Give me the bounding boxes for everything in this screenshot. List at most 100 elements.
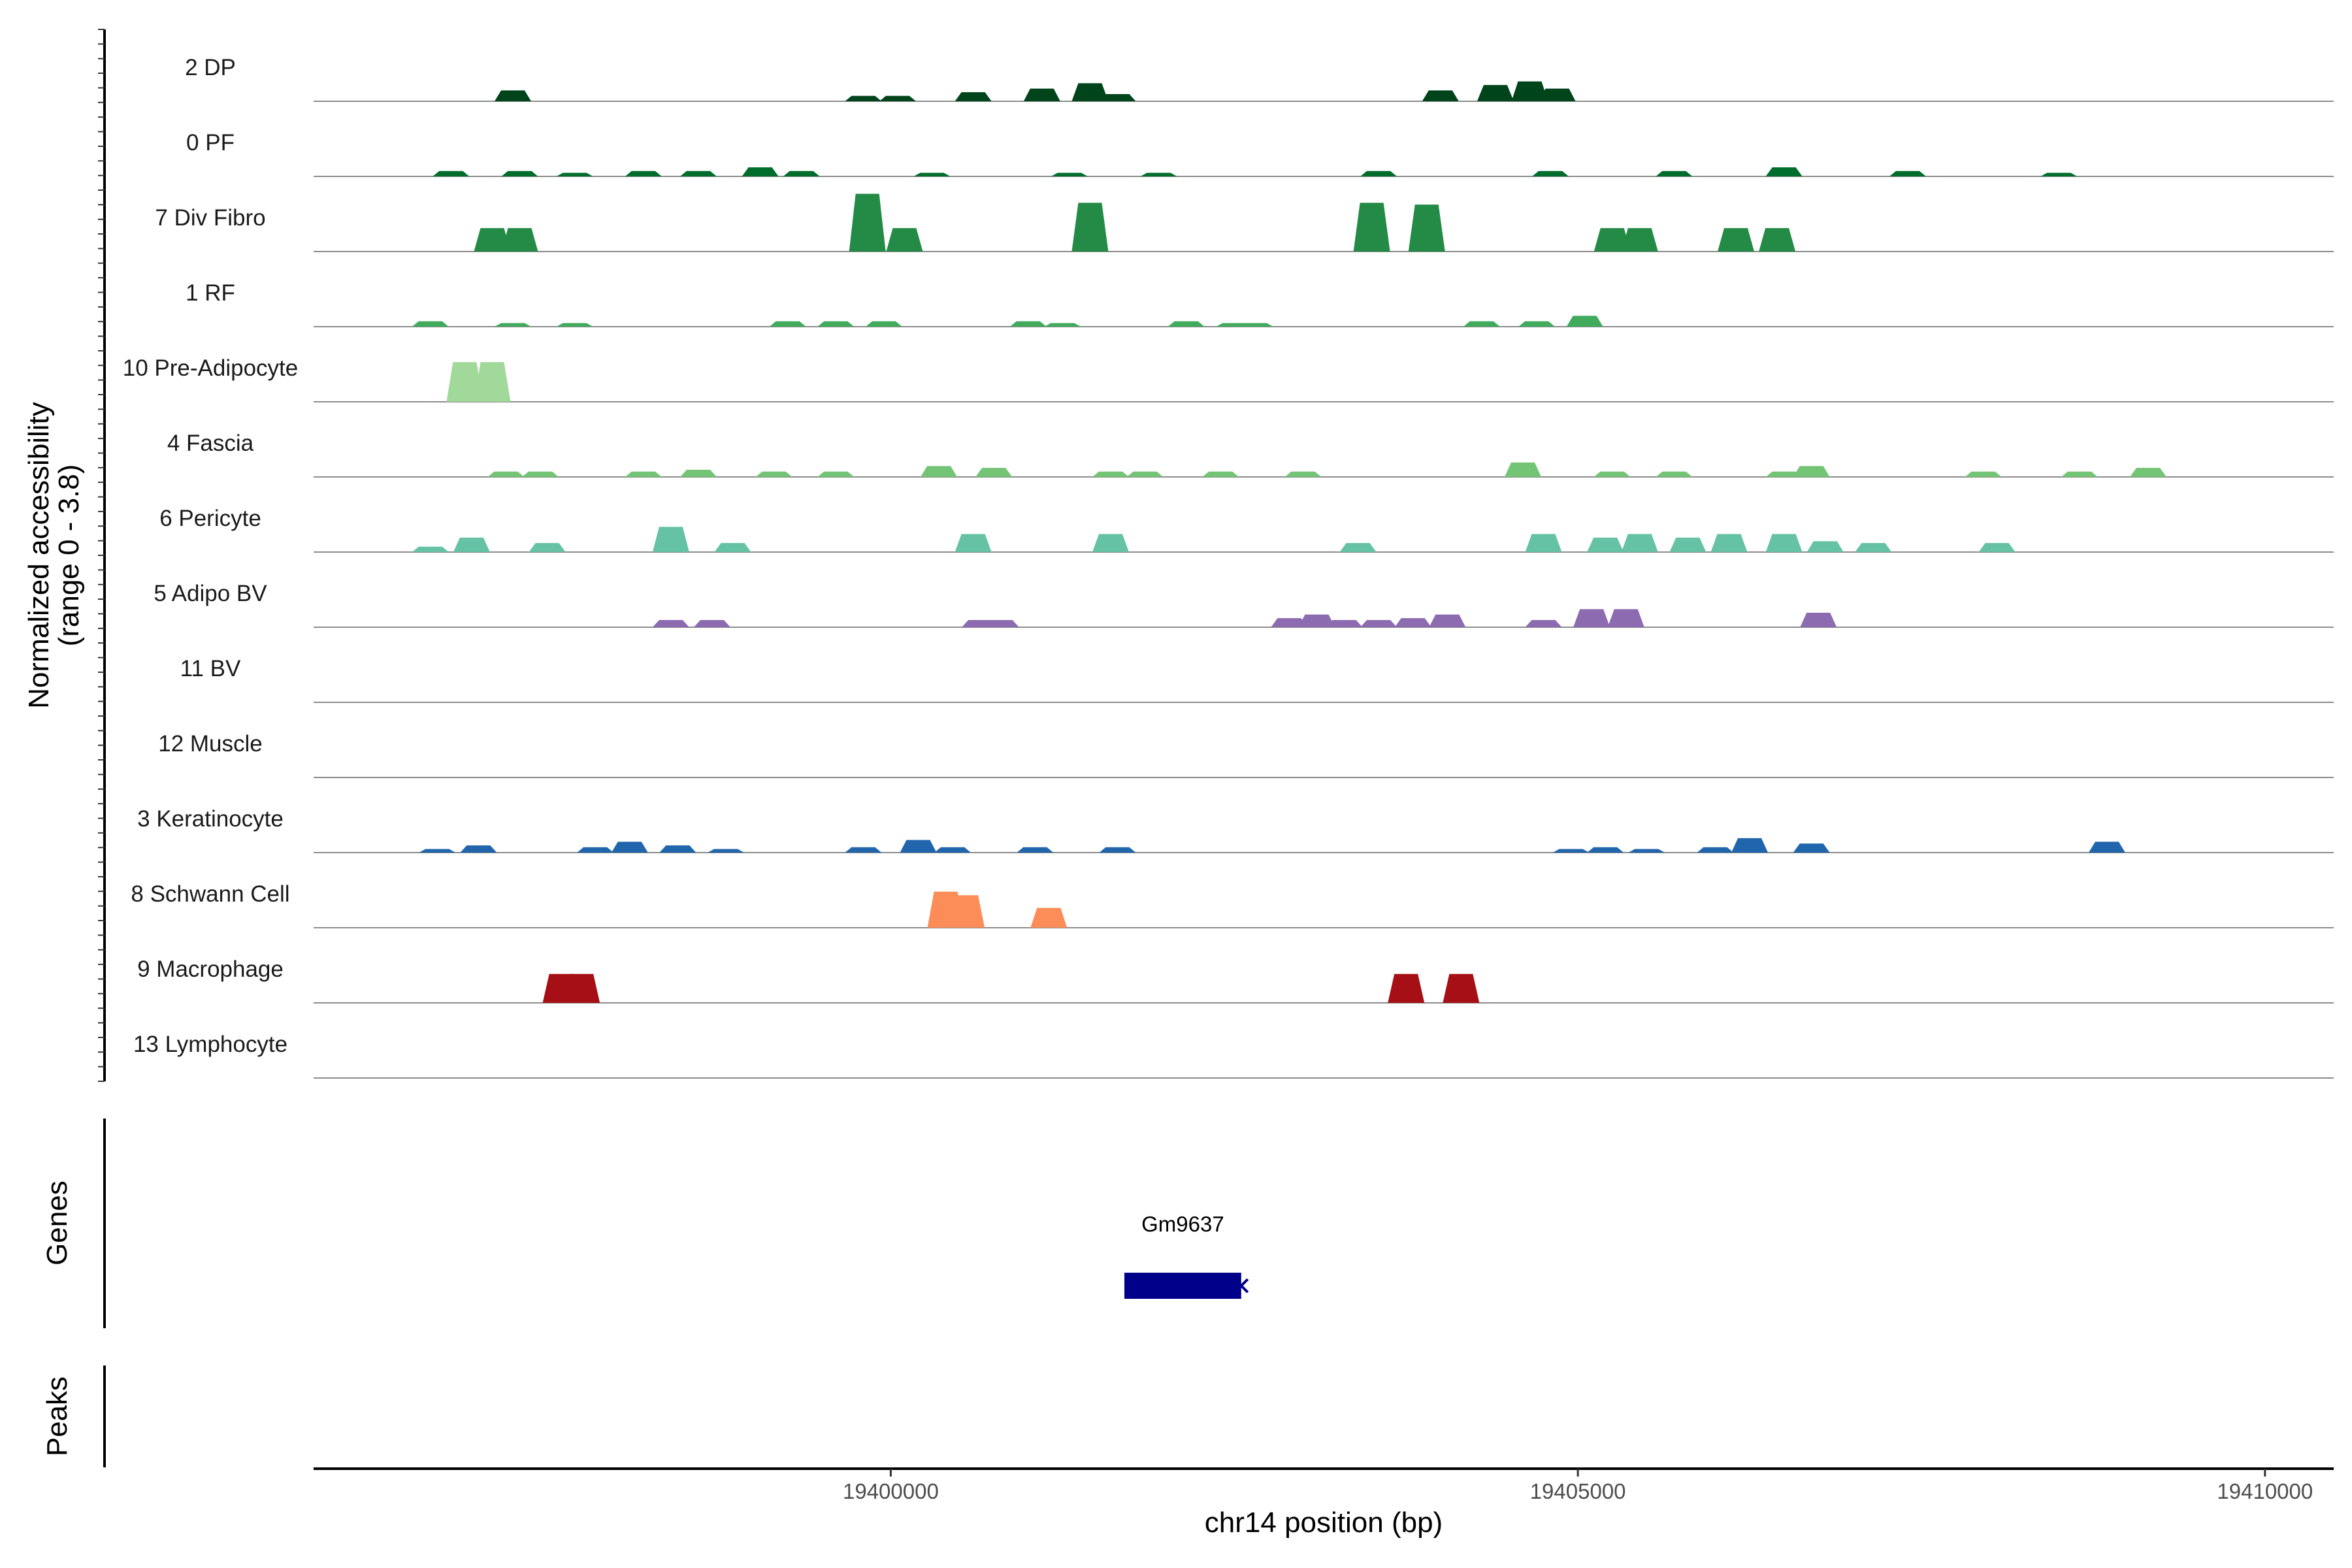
track-label: 6 Pericyte	[159, 506, 261, 531]
accessibility-peak	[1765, 534, 1803, 552]
accessibility-peak	[742, 167, 779, 176]
track: 11 BV	[180, 656, 2334, 703]
accessibility-peak	[1360, 171, 1397, 176]
accessibility-peak	[1573, 609, 1610, 627]
accessibility-peak	[1628, 849, 1665, 853]
accessibility-peak	[817, 471, 855, 477]
accessibility-peak	[1525, 619, 1562, 627]
accessibility-peak	[755, 471, 792, 477]
accessibility-peak	[1669, 537, 1707, 552]
gene-body	[1124, 1273, 1241, 1299]
accessibility-peak	[412, 546, 449, 552]
accessibility-peak	[921, 466, 958, 477]
accessibility-peak	[900, 840, 937, 853]
track-label: 5 Adipo BV	[154, 581, 267, 606]
accessibility-peak	[2088, 841, 2125, 853]
track: 3 Keratinocyte	[137, 806, 2334, 853]
accessibility-peak	[1360, 619, 1397, 627]
accessibility-peak	[845, 847, 882, 853]
accessibility-peak	[1593, 228, 1631, 252]
track-label: 13 Lymphocyte	[133, 1032, 287, 1057]
accessibility-peak	[1429, 614, 1466, 627]
accessibility-peak	[1017, 847, 1054, 853]
y-axis-title-line1: Normalized accessibility	[23, 402, 55, 708]
accessibility-peak	[879, 95, 916, 101]
accessibility-peak	[1800, 612, 1837, 627]
accessibility-peak	[501, 228, 538, 252]
accessibility-peak	[1388, 973, 1425, 1003]
accessibility-peak	[1140, 172, 1177, 176]
accessibility-peak	[1593, 471, 1631, 477]
accessibility-peak	[1071, 83, 1109, 101]
accessibility-peak	[1806, 541, 1844, 552]
accessibility-peak	[1030, 907, 1068, 928]
accessibility-peak	[433, 171, 470, 176]
accessibility-peak	[714, 543, 751, 552]
accessibility-peak	[1525, 534, 1562, 552]
accessibility-peak	[625, 171, 662, 176]
accessibility-peak	[563, 973, 600, 1003]
track-label: 1 RF	[186, 280, 235, 306]
accessibility-peak	[1463, 321, 1500, 327]
accessibility-peak	[1092, 534, 1129, 552]
accessibility-peak	[1539, 88, 1576, 101]
accessibility-peak	[1044, 323, 1081, 327]
accessibility-peak	[948, 895, 985, 928]
accessibility-peak	[849, 193, 886, 252]
accessibility-peak	[494, 323, 531, 327]
track: 7 Div Fibro	[155, 193, 2334, 252]
track: 1 RF	[186, 280, 2334, 327]
accessibility-peak	[693, 619, 730, 627]
accessibility-peak	[474, 362, 511, 402]
accessibility-peak	[625, 471, 662, 477]
accessibility-peak	[652, 619, 689, 627]
accessibility-peak	[934, 847, 972, 853]
accessibility-peak	[1284, 471, 1322, 477]
accessibility-peak	[1099, 93, 1136, 101]
accessibility-peak	[1710, 534, 1748, 552]
accessibility-peak	[1099, 847, 1136, 853]
track: 9 Macrophage	[137, 956, 2334, 1004]
track-label: 0 PF	[186, 130, 235, 155]
accessibility-peak	[1587, 847, 1624, 853]
accessibility-peak	[845, 95, 882, 101]
accessibility-peak	[708, 849, 745, 853]
accessibility-peak	[1765, 471, 1803, 477]
accessibility-peak	[982, 619, 1019, 627]
accessibility-peak	[2040, 172, 2078, 176]
accessibility-peak	[1511, 81, 1548, 101]
accessibility-peak	[1298, 614, 1335, 627]
accessibility-peak	[1339, 543, 1377, 552]
track: 10 Pre-Adipocyte	[123, 355, 2334, 402]
accessibility-peak	[1071, 203, 1109, 252]
accessibility-peak	[501, 171, 538, 176]
accessibility-peak	[1422, 90, 1459, 101]
accessibility-peak	[1394, 618, 1431, 627]
track-label: 7 Div Fibro	[155, 205, 265, 231]
accessibility-peak	[679, 469, 717, 477]
y-axis-title-line2: (range 0 - 3.8)	[53, 465, 85, 647]
accessibility-peak	[453, 537, 490, 552]
accessibility-peak	[865, 321, 902, 327]
accessibility-peak	[1656, 471, 1693, 477]
accessibility-peak	[460, 845, 497, 853]
accessibility-peak	[1566, 316, 1603, 327]
accessibility-peak	[913, 172, 951, 176]
accessibility-peak	[1236, 323, 1273, 327]
track: 8 Schwann Cell	[131, 881, 2334, 928]
accessibility-peak	[1051, 172, 1088, 176]
track-label: 11 BV	[180, 656, 241, 681]
gene-strand-arrow	[1239, 1278, 1249, 1294]
accessibility-peak	[1621, 534, 1658, 552]
accessibility-peak	[1656, 171, 1693, 176]
accessibility-peak	[1009, 321, 1047, 327]
accessibility-peak	[1023, 88, 1060, 101]
accessibility-peak	[556, 172, 593, 176]
accessibility-peak	[419, 849, 456, 853]
accessibility-peak	[679, 171, 717, 176]
accessibility-peak	[817, 321, 855, 327]
track: 0 PF	[186, 130, 2334, 177]
accessibility-peak	[1326, 619, 1363, 627]
track-label: 8 Schwann Cell	[131, 881, 289, 907]
accessibility-peak	[886, 228, 923, 252]
